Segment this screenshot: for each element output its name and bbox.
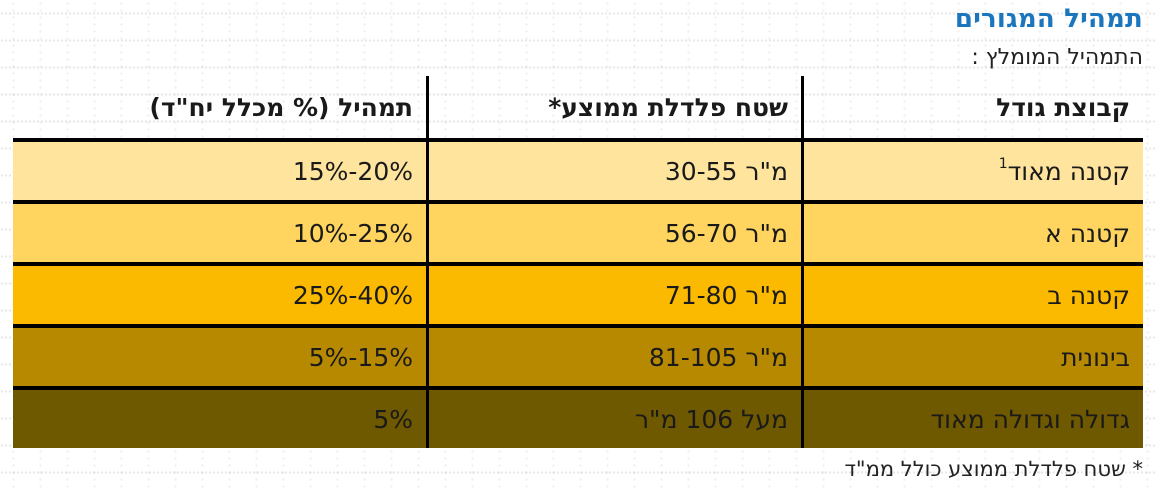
mix-cell: 5%-15%: [13, 324, 426, 386]
avg-area-cell: 81-105 מ"ר: [426, 324, 804, 386]
mix-cell: 5%: [13, 386, 426, 448]
housing-mix-table: קבוצת גודל שטח פלדלת ממוצע* תמהיל (% מכל…: [13, 76, 1143, 448]
mix-cell: 10%-25%: [13, 200, 426, 262]
header-size-group: קבוצת גודל: [804, 76, 1143, 142]
footnote: * שטח פלדלת ממוצע כולל ממ"ד: [844, 457, 1143, 481]
size-group-label: קטנה מאוד: [1007, 156, 1130, 186]
header-avg-area: שטח פלדלת ממוצע*: [426, 76, 804, 142]
avg-area-cell: מעל 106 מ"ר: [426, 386, 804, 448]
size-group-cell: גדולה וגדולה מאוד: [804, 386, 1143, 448]
mix-cell: 15%-20%: [13, 142, 426, 200]
avg-area-cell: 56-70 מ"ר: [426, 200, 804, 262]
header-mix: תמהיל (% מכלל יח"ד): [13, 76, 426, 142]
avg-area-cell: 71-80 מ"ר: [426, 262, 804, 324]
size-group-cell: קטנה א: [804, 200, 1143, 262]
size-group-cell: קטנה מאוד 1: [804, 142, 1143, 200]
avg-area-cell: 30-55 מ"ר: [426, 142, 804, 200]
subtitle: התמהיל המומלץ :: [971, 45, 1143, 70]
mix-cell: 25%-40%: [13, 262, 426, 324]
size-group-cell: קטנה ב: [804, 262, 1143, 324]
page-title: תמהיל המגורים: [954, 4, 1143, 34]
size-group-cell: בינונית: [804, 324, 1143, 386]
